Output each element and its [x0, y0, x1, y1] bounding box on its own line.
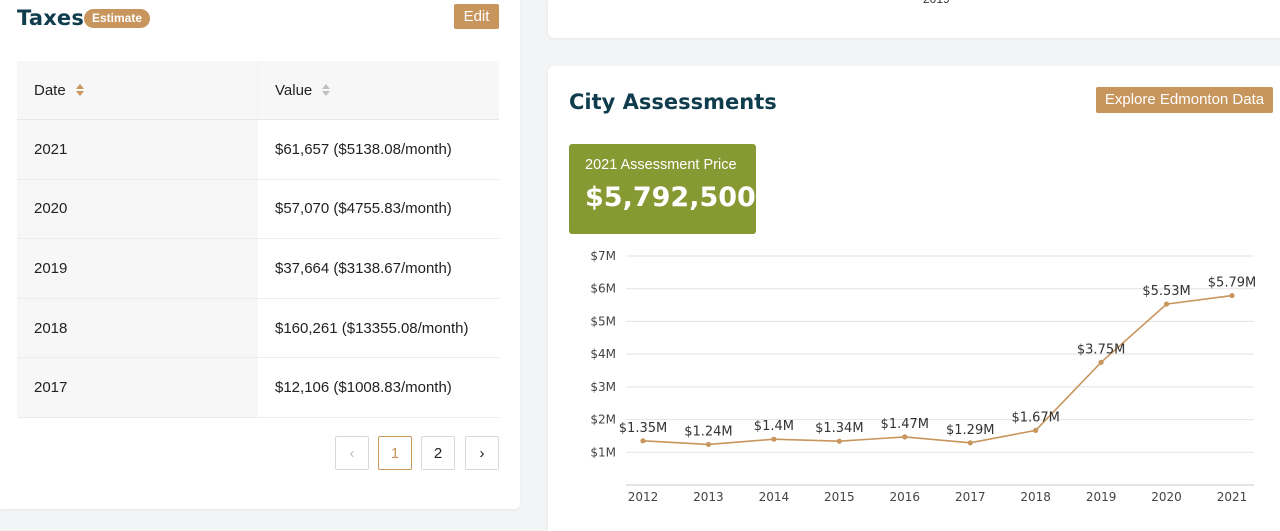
date-column-header[interactable]: Date — [17, 61, 258, 119]
table-row: 2018 $160,261 ($13355.08/month) — [17, 298, 499, 359]
date-cell: 2021 — [17, 120, 258, 179]
city-assessments-card: City Assessments Explore Edmonton Data 2… — [548, 66, 1280, 531]
data-point — [1229, 292, 1235, 299]
x-tick-label: 2014 — [759, 490, 790, 504]
date-column-label: Date — [34, 81, 66, 99]
data-point — [771, 436, 777, 442]
assessment-price-value: $5,792,500 — [585, 182, 756, 213]
y-tick-label: $2M — [590, 413, 616, 427]
data-point — [1163, 301, 1170, 307]
x-tick-label: 2020 — [1151, 490, 1182, 504]
data-point — [1033, 427, 1039, 433]
sort-icon[interactable] — [322, 84, 331, 96]
table-row: 2019 $37,664 ($3138.67/month) — [17, 239, 499, 299]
data-label: $5.53M — [1142, 284, 1190, 299]
x-tick-label: 2013 — [693, 490, 724, 504]
value-cell: $12,106 ($1008.83/month) — [258, 358, 499, 417]
assessment-price-box: 2021 Assessment Price $5,792,500 — [569, 144, 756, 234]
date-cell: 2020 — [17, 179, 258, 239]
date-cell: 2019 — [17, 239, 258, 298]
table-row: 2020 $57,070 ($4755.83/month) — [17, 179, 499, 240]
value-column-label: Value — [275, 81, 313, 99]
data-label: $1.47M — [881, 417, 929, 432]
data-label: $1.24M — [684, 424, 732, 439]
page-1-button[interactable]: 1 — [378, 436, 412, 470]
page-2-button[interactable]: 2 — [421, 436, 455, 470]
cut-off-axis-label: 2019 — [923, 0, 950, 6]
data-label: $1.67M — [1011, 410, 1059, 425]
data-point — [640, 438, 646, 444]
table-header: Date Value — [17, 61, 499, 120]
series-line — [642, 294, 1233, 446]
prev-page-button[interactable]: ‹ — [335, 436, 369, 470]
y-tick-label: $6M — [590, 282, 616, 296]
y-tick-label: $1M — [590, 445, 616, 459]
city-assessments-title: City Assessments — [569, 90, 777, 114]
y-tick-label: $5M — [590, 314, 616, 328]
assessment-line-chart: $1M $2M $3M $4M $5M $6M $7M 2012 2013 2014 2015 201… — [590, 249, 1256, 504]
taxes-title: Taxes — [17, 6, 85, 30]
assessment-price-label: 2021 Assessment Price — [585, 157, 737, 173]
value-cell: $160,261 ($13355.08/month) — [258, 298, 499, 358]
data-point — [705, 441, 712, 448]
data-point — [1098, 359, 1104, 365]
x-tick-label: 2012 — [628, 490, 659, 504]
taxes-table: Date Value 2021 $61,657 ($5138.08/month)… — [17, 61, 499, 418]
data-label: $3.75M — [1077, 342, 1125, 357]
previous-chart-card: 2019 — [548, 0, 1280, 38]
sort-icon[interactable] — [75, 84, 84, 96]
data-label: $1.4M — [754, 419, 794, 434]
y-tick-label: $4M — [590, 347, 616, 361]
data-label: $5.79M — [1208, 276, 1256, 291]
x-tick-label: 2016 — [890, 490, 921, 504]
data-label: $1.29M — [946, 423, 994, 438]
data-point — [967, 440, 973, 446]
next-page-button[interactable]: › — [465, 436, 499, 470]
data-point — [836, 438, 842, 444]
estimate-badge: Estimate — [84, 9, 151, 28]
value-cell: $61,657 ($5138.08/month) — [258, 120, 499, 179]
explore-edmonton-data-button[interactable]: Explore Edmonton Data — [1096, 87, 1273, 113]
data-label: $1.34M — [815, 421, 863, 436]
date-cell: 2018 — [17, 298, 258, 358]
y-tick-label: $7M — [590, 249, 616, 263]
x-tick-label: 2021 — [1217, 490, 1248, 504]
data-label: $1.35M — [619, 421, 667, 436]
value-cell: $57,070 ($4755.83/month) — [258, 179, 499, 239]
edit-button[interactable]: Edit — [454, 4, 499, 29]
date-cell: 2017 — [17, 358, 258, 417]
value-cell: $37,664 ($3138.67/month) — [258, 239, 499, 298]
data-point — [902, 434, 908, 440]
value-column-header[interactable]: Value — [258, 61, 499, 119]
x-tick-label: 2019 — [1086, 490, 1117, 504]
y-tick-label: $3M — [590, 380, 616, 394]
taxes-card: Taxes Estimate Edit Date Value 2021 $61,… — [0, 0, 520, 509]
table-row: 2017 $12,106 ($1008.83/month) — [17, 358, 499, 418]
table-row: 2021 $61,657 ($5138.08/month) — [17, 120, 499, 180]
x-tick-label: 2018 — [1020, 490, 1051, 504]
x-tick-label: 2015 — [824, 490, 855, 504]
x-tick-label: 2017 — [955, 490, 986, 504]
